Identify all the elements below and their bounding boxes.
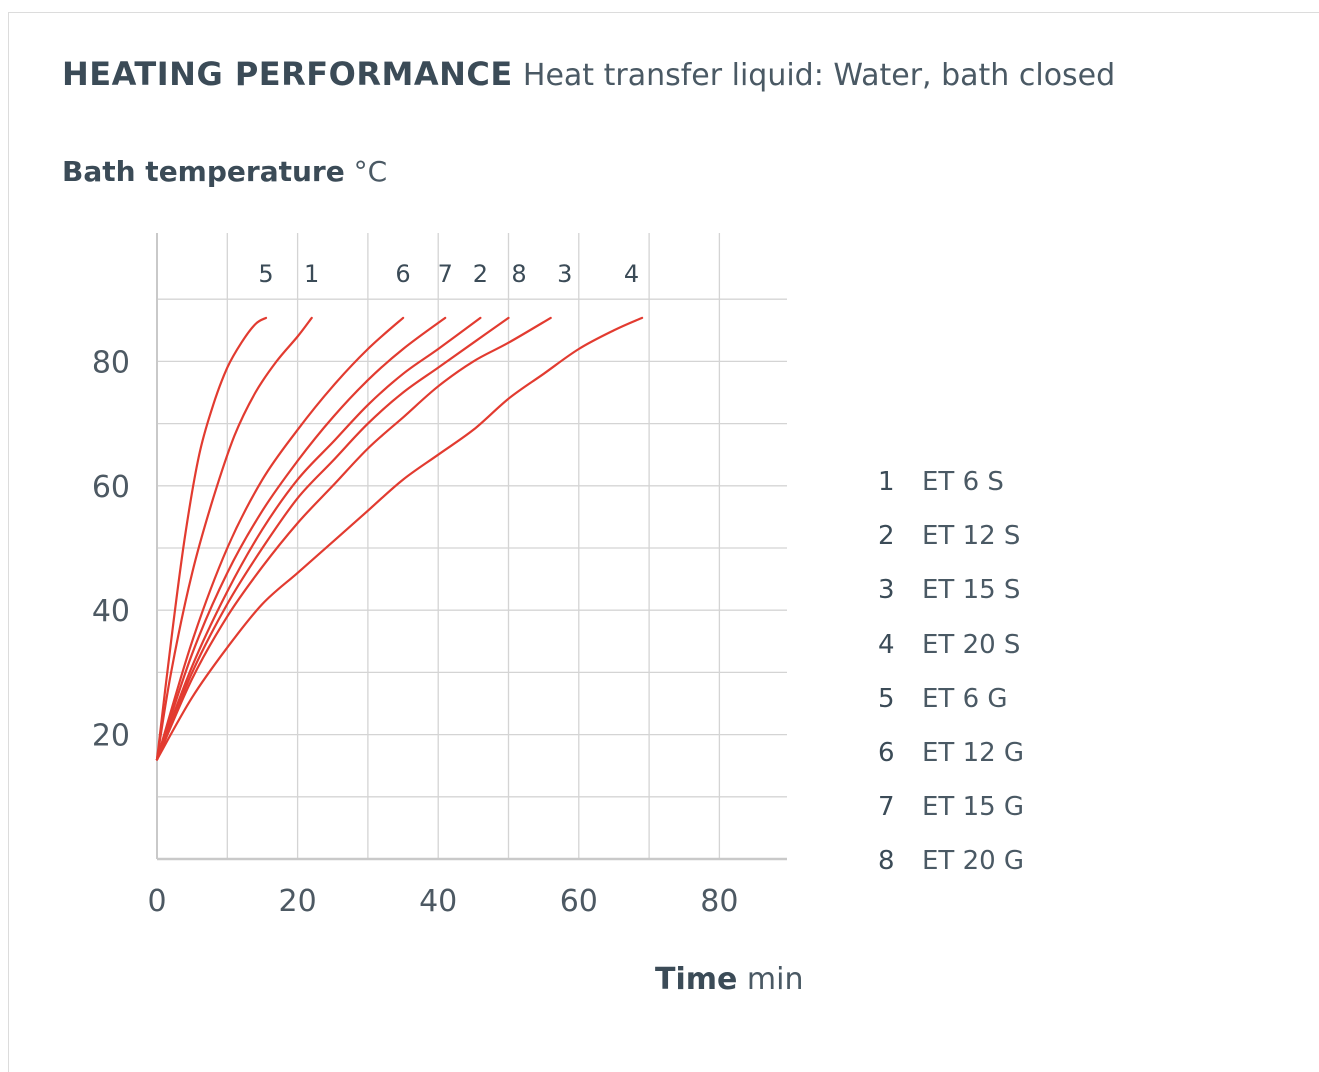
legend-item: 8 ET 20 G xyxy=(868,834,1024,888)
legend-item-number: 3 xyxy=(878,575,895,606)
x-axis-label-bold: Time xyxy=(655,962,738,997)
curve-tag-5: 5 xyxy=(258,260,273,288)
legend-item-label: ET 12 S xyxy=(922,521,1021,552)
legend-item-label: ET 6 G xyxy=(922,683,1008,714)
x-axis-label: Time min xyxy=(655,958,803,1002)
chart-title-bold: HEATING PERFORMANCE xyxy=(62,55,513,93)
curve-tag-1: 1 xyxy=(304,260,319,288)
curve-tag-3: 3 xyxy=(557,260,572,288)
legend-item-number: 1 xyxy=(878,467,895,498)
curve-tag-2: 2 xyxy=(473,260,488,288)
curve-tag-4: 4 xyxy=(624,260,639,288)
legend-item: 3 ET 15 S xyxy=(868,563,1024,617)
series-line-6 xyxy=(155,316,405,761)
legend-item-label: ET 20 S xyxy=(922,629,1021,660)
x-tick-label: 80 xyxy=(700,884,738,919)
legend-item: 2 ET 12 S xyxy=(868,509,1024,563)
series-line-7 xyxy=(155,316,447,761)
legend-item-number: 6 xyxy=(878,738,895,769)
legend-item-number: 4 xyxy=(878,629,895,660)
legend-item-label: ET 6 S xyxy=(922,467,1004,498)
series-line-1 xyxy=(155,316,313,761)
x-tick-label: 0 xyxy=(147,884,166,919)
x-tick-label: 20 xyxy=(279,884,317,919)
legend-item-label: ET 15 S xyxy=(922,575,1021,606)
curve-tag-8: 8 xyxy=(511,260,526,288)
y-tick-label: 60 xyxy=(92,470,130,505)
series-lines xyxy=(155,316,644,761)
legend-item: 4 ET 20 S xyxy=(868,618,1024,672)
x-axis-label-unit: min xyxy=(746,962,804,997)
y-tick-label: 40 xyxy=(92,594,130,629)
series-line-4 xyxy=(155,316,644,761)
series-line-2 xyxy=(155,316,482,761)
y-axis-label: Bath temperature °C xyxy=(62,152,387,192)
legend-item-label: ET 20 G xyxy=(922,846,1025,877)
legend-item-number: 2 xyxy=(878,521,895,552)
panel-frame xyxy=(8,12,1319,1072)
legend-item-label: ET 12 G xyxy=(922,738,1025,769)
legend-item-number: 5 xyxy=(878,683,895,714)
legend-item: 6 ET 12 G xyxy=(868,726,1024,780)
legend-item-label: ET 15 G xyxy=(922,792,1025,823)
x-tick-label: 40 xyxy=(419,884,457,919)
legend-item-number: 8 xyxy=(878,846,895,877)
legend-item: 5 ET 6 G xyxy=(868,672,1024,726)
legend-item: 1 ET 6 S xyxy=(868,455,1024,509)
legend-item-number: 7 xyxy=(878,792,895,823)
x-tick-label: 60 xyxy=(560,884,598,919)
chart-title: HEATING PERFORMANCE Heat transfer liquid… xyxy=(62,52,1115,98)
tick-labels: 20 40 60 80 0 20 40 60 80 xyxy=(92,345,739,919)
chart-title-subtitle: Heat transfer liquid: Water, bath closed xyxy=(522,58,1116,93)
y-axis-label-bold: Bath temperature xyxy=(62,155,345,188)
series-line-8 xyxy=(155,316,510,761)
y-tick-label: 80 xyxy=(92,345,130,380)
series-line-5 xyxy=(155,316,268,761)
y-tick-label: 20 xyxy=(92,719,130,754)
curve-tag-7: 7 xyxy=(438,260,453,288)
legend-item: 7 ET 15 G xyxy=(868,780,1024,834)
y-axis-label-unit: °C xyxy=(353,155,388,188)
curve-tag-6: 6 xyxy=(395,260,410,288)
series-line-3 xyxy=(155,316,552,761)
